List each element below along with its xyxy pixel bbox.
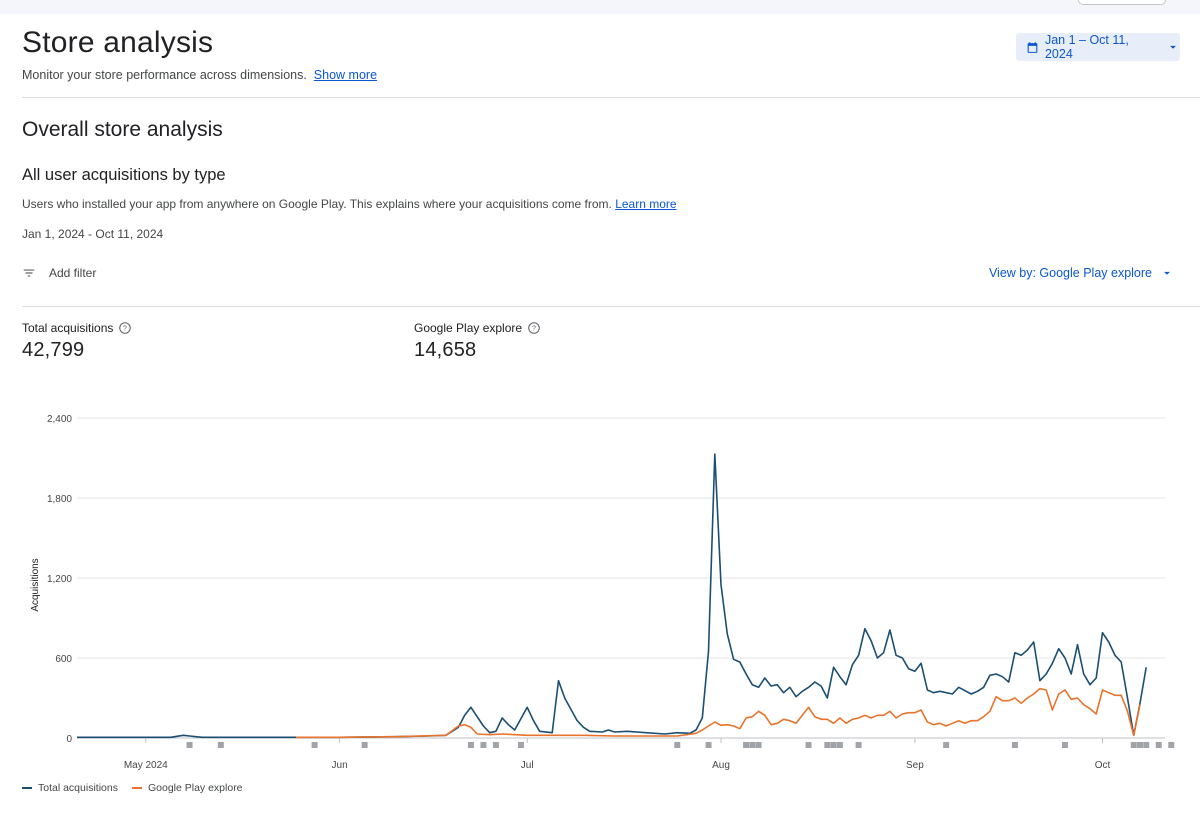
x-tick-label: Aug bbox=[712, 760, 730, 771]
filter-icon bbox=[23, 269, 35, 277]
calendar-icon bbox=[1027, 41, 1038, 53]
event-marker bbox=[1168, 742, 1175, 748]
subtitle-text: Monitor your store performance across di… bbox=[22, 68, 307, 82]
event-marker bbox=[217, 742, 224, 748]
legend-item-explore[interactable]: Google Play explore bbox=[131, 782, 243, 794]
x-tick-label: May 2024 bbox=[124, 760, 168, 771]
section-title: Overall store analysis bbox=[22, 118, 223, 141]
description-text: Users who installed your app from anywhe… bbox=[22, 197, 612, 211]
header-divider bbox=[22, 97, 1200, 98]
event-marker bbox=[1136, 742, 1143, 748]
event-marker bbox=[361, 742, 368, 748]
event-marker bbox=[705, 742, 712, 748]
learn-more-link[interactable]: Learn more bbox=[615, 197, 677, 211]
dropdown-arrow-icon bbox=[1170, 45, 1176, 49]
x-tick-label: Sep bbox=[906, 760, 924, 771]
top-bar bbox=[0, 0, 1200, 14]
event-marker bbox=[1011, 742, 1018, 748]
event-marker bbox=[836, 742, 843, 748]
view-by-dropdown[interactable]: View by: Google Play explore bbox=[989, 266, 1174, 280]
card-description: Users who installed your app from anywhe… bbox=[22, 197, 677, 211]
page-title: Store analysis bbox=[22, 26, 214, 59]
event-marker bbox=[480, 742, 487, 748]
event-marker bbox=[830, 742, 837, 748]
event-marker bbox=[467, 742, 474, 748]
metric-explore: Google Play explore ? 14,658 bbox=[414, 321, 541, 362]
event-marker bbox=[805, 742, 812, 748]
filter-divider bbox=[22, 306, 1200, 307]
help-icon[interactable]: ? bbox=[527, 321, 541, 335]
event-marker bbox=[1155, 742, 1162, 748]
card-title: All user acquisitions by type bbox=[22, 166, 226, 184]
event-marker bbox=[311, 742, 318, 748]
dropdown-arrow-icon bbox=[1164, 271, 1170, 275]
legend-swatch-total bbox=[22, 787, 32, 789]
event-marker bbox=[1130, 742, 1137, 748]
event-marker bbox=[517, 742, 524, 748]
y-axis-title: Acquisitions bbox=[30, 558, 41, 611]
event-marker bbox=[749, 742, 756, 748]
metric-explore-label: Google Play explore bbox=[414, 321, 523, 335]
x-tick-label: Oct bbox=[1095, 760, 1111, 771]
y-tick-label: 2,400 bbox=[47, 414, 72, 425]
event-marker bbox=[743, 742, 750, 748]
series-line-google-play-explore bbox=[295, 687, 1141, 739]
x-tick-label: Jul bbox=[521, 760, 534, 771]
event-marker bbox=[824, 742, 831, 748]
metric-total-value: 42,799 bbox=[22, 339, 85, 361]
y-tick-label: 1,200 bbox=[47, 574, 72, 585]
series-line-total-acquisitions bbox=[77, 453, 1147, 739]
add-filter-label: Add filter bbox=[49, 266, 97, 280]
metric-total-label: Total acquisitions bbox=[22, 321, 114, 335]
y-tick-label: 1,800 bbox=[47, 494, 72, 505]
svg-text:?: ? bbox=[123, 326, 127, 333]
x-tick-label: Jun bbox=[332, 760, 348, 771]
event-marker bbox=[1143, 742, 1150, 748]
event-marker bbox=[492, 742, 499, 748]
chart-legend: Total acquisitions Google Play explore bbox=[22, 782, 243, 794]
event-marker bbox=[1061, 742, 1068, 748]
event-marker bbox=[855, 742, 862, 748]
svg-text:?: ? bbox=[532, 326, 536, 333]
date-range-button[interactable]: Jan 1 – Oct 11, 2024 bbox=[1016, 33, 1180, 61]
view-by-label: View by: Google Play explore bbox=[988, 266, 1152, 280]
add-filter-button[interactable]: Add filter bbox=[22, 266, 96, 280]
acquisitions-line-chart: 0 600 1,200 1,800 2,400 Acquisitions May 2024 J… bbox=[30, 414, 1175, 771]
event-marker bbox=[186, 742, 193, 748]
show-more-link[interactable]: Show more bbox=[313, 68, 378, 82]
legend-label-explore: Google Play explore bbox=[147, 782, 243, 794]
event-marker bbox=[755, 742, 762, 748]
legend-swatch-explore bbox=[131, 787, 142, 789]
legend-label-total: Total acquisitions bbox=[38, 782, 118, 794]
metric-total: Total acquisitions ? 42,799 bbox=[22, 321, 132, 362]
y-tick-label: 600 bbox=[55, 654, 72, 665]
date-range-label: Jan 1 – Oct 11, 2024 bbox=[1044, 33, 1129, 61]
date-range-text: Jan 1, 2024 - Oct 11, 2024 bbox=[22, 227, 164, 241]
event-marker bbox=[943, 742, 950, 748]
top-chip[interactable] bbox=[1078, 0, 1166, 5]
y-tick-label: 0 bbox=[66, 734, 72, 745]
event-marker bbox=[674, 742, 681, 748]
page-subtitle: Monitor your store performance across di… bbox=[22, 68, 377, 82]
metric-explore-value: 14,658 bbox=[414, 339, 477, 361]
legend-item-total[interactable]: Total acquisitions bbox=[22, 782, 118, 794]
help-icon[interactable]: ? bbox=[118, 321, 132, 335]
